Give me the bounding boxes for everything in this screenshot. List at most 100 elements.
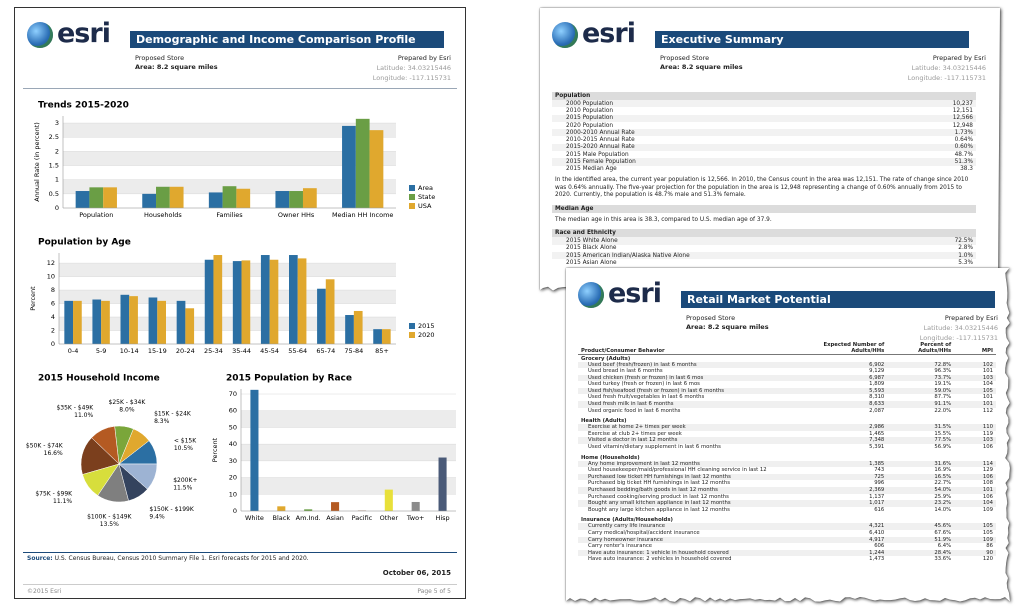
retail-row: Carry renter's insurance 606 6.4% 86	[578, 543, 996, 550]
bar	[381, 329, 391, 344]
bar	[156, 186, 170, 208]
retail-row: Currently carry life insurance 4,321 45.6%…	[578, 523, 996, 530]
legend-label: 2015	[418, 322, 435, 330]
row-label: Used fresh fruit/vegetables in last 6 mo…	[588, 394, 705, 401]
bar	[289, 255, 298, 344]
row-label: Purchased big ticket HH furnishings in l…	[588, 480, 730, 487]
row-value: 5,391	[869, 444, 885, 451]
row-label: Used fresh milk in last 6 months	[588, 401, 674, 408]
bar	[148, 297, 158, 344]
logo-globe	[578, 282, 604, 308]
bar	[302, 188, 317, 208]
page-number: Page 5 of 5	[417, 588, 451, 595]
x-tick-label: Owner HHs	[278, 211, 315, 219]
header-row: Product/Consumer Behavior Expected Number…	[578, 340, 996, 355]
x-tick-label: Median HH Income	[332, 211, 393, 219]
row-value: 45.6%	[934, 523, 952, 530]
summary-row: 2020 Population 12,948	[552, 121, 976, 130]
row-label: Used housekeeper/maid/professional HH cl…	[588, 467, 767, 474]
grid-band	[241, 410, 456, 428]
source-rule	[23, 552, 457, 553]
row-value: 31.5%	[934, 424, 952, 431]
row-label: Currently carry life insurance	[588, 523, 666, 530]
row-label: Used turkey (fresh or frozen) in last 6 …	[588, 381, 700, 388]
row-value: 104	[982, 500, 993, 507]
pie-slice	[118, 463, 158, 490]
bar	[157, 300, 166, 344]
bar	[176, 300, 186, 344]
grid-band	[59, 290, 396, 304]
y-tick-label: 0	[55, 204, 59, 212]
row-value: 22.7%	[934, 480, 952, 487]
y-tick-label: 2	[51, 327, 55, 335]
bar	[75, 191, 90, 208]
summary-row: 2015 American Indian/Alaska Native Alone…	[552, 251, 976, 260]
summary-body: Population 2000 Population 10,237 2010 Popu…	[552, 90, 976, 267]
row-value: 5.3%	[958, 259, 973, 266]
row-value: 1,809	[869, 381, 885, 388]
summary-row: 2010-2015 Annual Rate 0.64%	[552, 136, 976, 144]
bar	[384, 489, 393, 511]
section-heading: Grocery (Adults)	[581, 355, 631, 362]
area: Area: 8.2 square miles	[135, 63, 218, 71]
row-value: 1,244	[869, 549, 885, 556]
slice-label: $25K - $34K	[109, 399, 147, 406]
row-value: 1,385	[869, 460, 885, 467]
bar	[297, 258, 307, 344]
bar	[208, 192, 223, 208]
slice-value: 11.0%	[74, 412, 93, 419]
slice-label: $200K+	[173, 477, 197, 484]
logo: esri	[57, 18, 111, 49]
legend-swatch	[409, 185, 415, 191]
x-tick-label: Black	[273, 514, 291, 522]
x-tick-label: 85+	[375, 347, 389, 355]
logo-globe	[27, 22, 53, 48]
retail-row: Used beef (fresh/frozen) in last 6 month…	[578, 361, 996, 369]
row-value: 72.8%	[934, 361, 952, 368]
x-tick-label: 55-64	[288, 347, 307, 355]
x-tick-label: 35-44	[232, 347, 251, 355]
bar	[317, 288, 326, 344]
retail-row: Used bread in last 6 months 9,129 96.3% 101	[578, 368, 996, 375]
row-value: 91.1%	[934, 401, 952, 408]
bar	[269, 259, 279, 344]
y-tick-label: 2.5	[49, 133, 59, 141]
bar	[260, 255, 270, 344]
row-value: 1.0%	[958, 252, 973, 259]
x-tick-label: 65-74	[316, 347, 335, 355]
section-heading: Home (Households)	[581, 454, 640, 461]
row-value: 102	[982, 361, 993, 368]
summary-row: 2000 Population 10,237	[552, 100, 976, 108]
row-value: 8,633	[869, 401, 885, 408]
summary-table: 2015 White Alone 72.5% 2015 Black Alone 2.8…	[552, 237, 976, 267]
chart-title: 2015 Population by Race	[226, 374, 352, 384]
bar	[204, 259, 214, 344]
row-value: 725	[874, 473, 885, 480]
y-tick-label: 6	[51, 300, 55, 308]
longitude: Longitude: -117.115731	[919, 334, 998, 342]
row-label: Carry renter's insurance	[588, 543, 653, 550]
logo: esri	[608, 278, 662, 309]
x-tick-label: 5-9	[96, 347, 107, 355]
row-label: 2020 Population	[566, 122, 614, 129]
grid-band	[59, 317, 396, 331]
summary-row: 2015 White Alone 72.5%	[552, 237, 976, 245]
bar	[169, 186, 184, 208]
row-value: 101	[982, 401, 993, 408]
summary-row: 2015 Median Age 38.3	[552, 165, 976, 173]
row-value: 1,465	[869, 430, 885, 437]
prepared-by: Prepared by Esri	[932, 54, 986, 62]
row-value: 59.0%	[934, 387, 952, 394]
slice-label: $100K - $149K	[87, 514, 132, 521]
row-value: 2.8%	[958, 245, 973, 252]
y-tick-label: 10	[229, 490, 237, 498]
row-label: Exercise at club 2+ times per week	[588, 430, 682, 437]
row-value: 48.7%	[954, 151, 973, 158]
row-value: 51.9%	[934, 536, 952, 543]
section-row: Home (Households)	[578, 451, 996, 461]
row-value: 7,348	[869, 437, 885, 444]
section-heading: Insurance (Adults/Households)	[581, 517, 673, 524]
bar	[73, 300, 82, 344]
bar	[129, 296, 138, 344]
site: Proposed Store	[135, 54, 185, 62]
